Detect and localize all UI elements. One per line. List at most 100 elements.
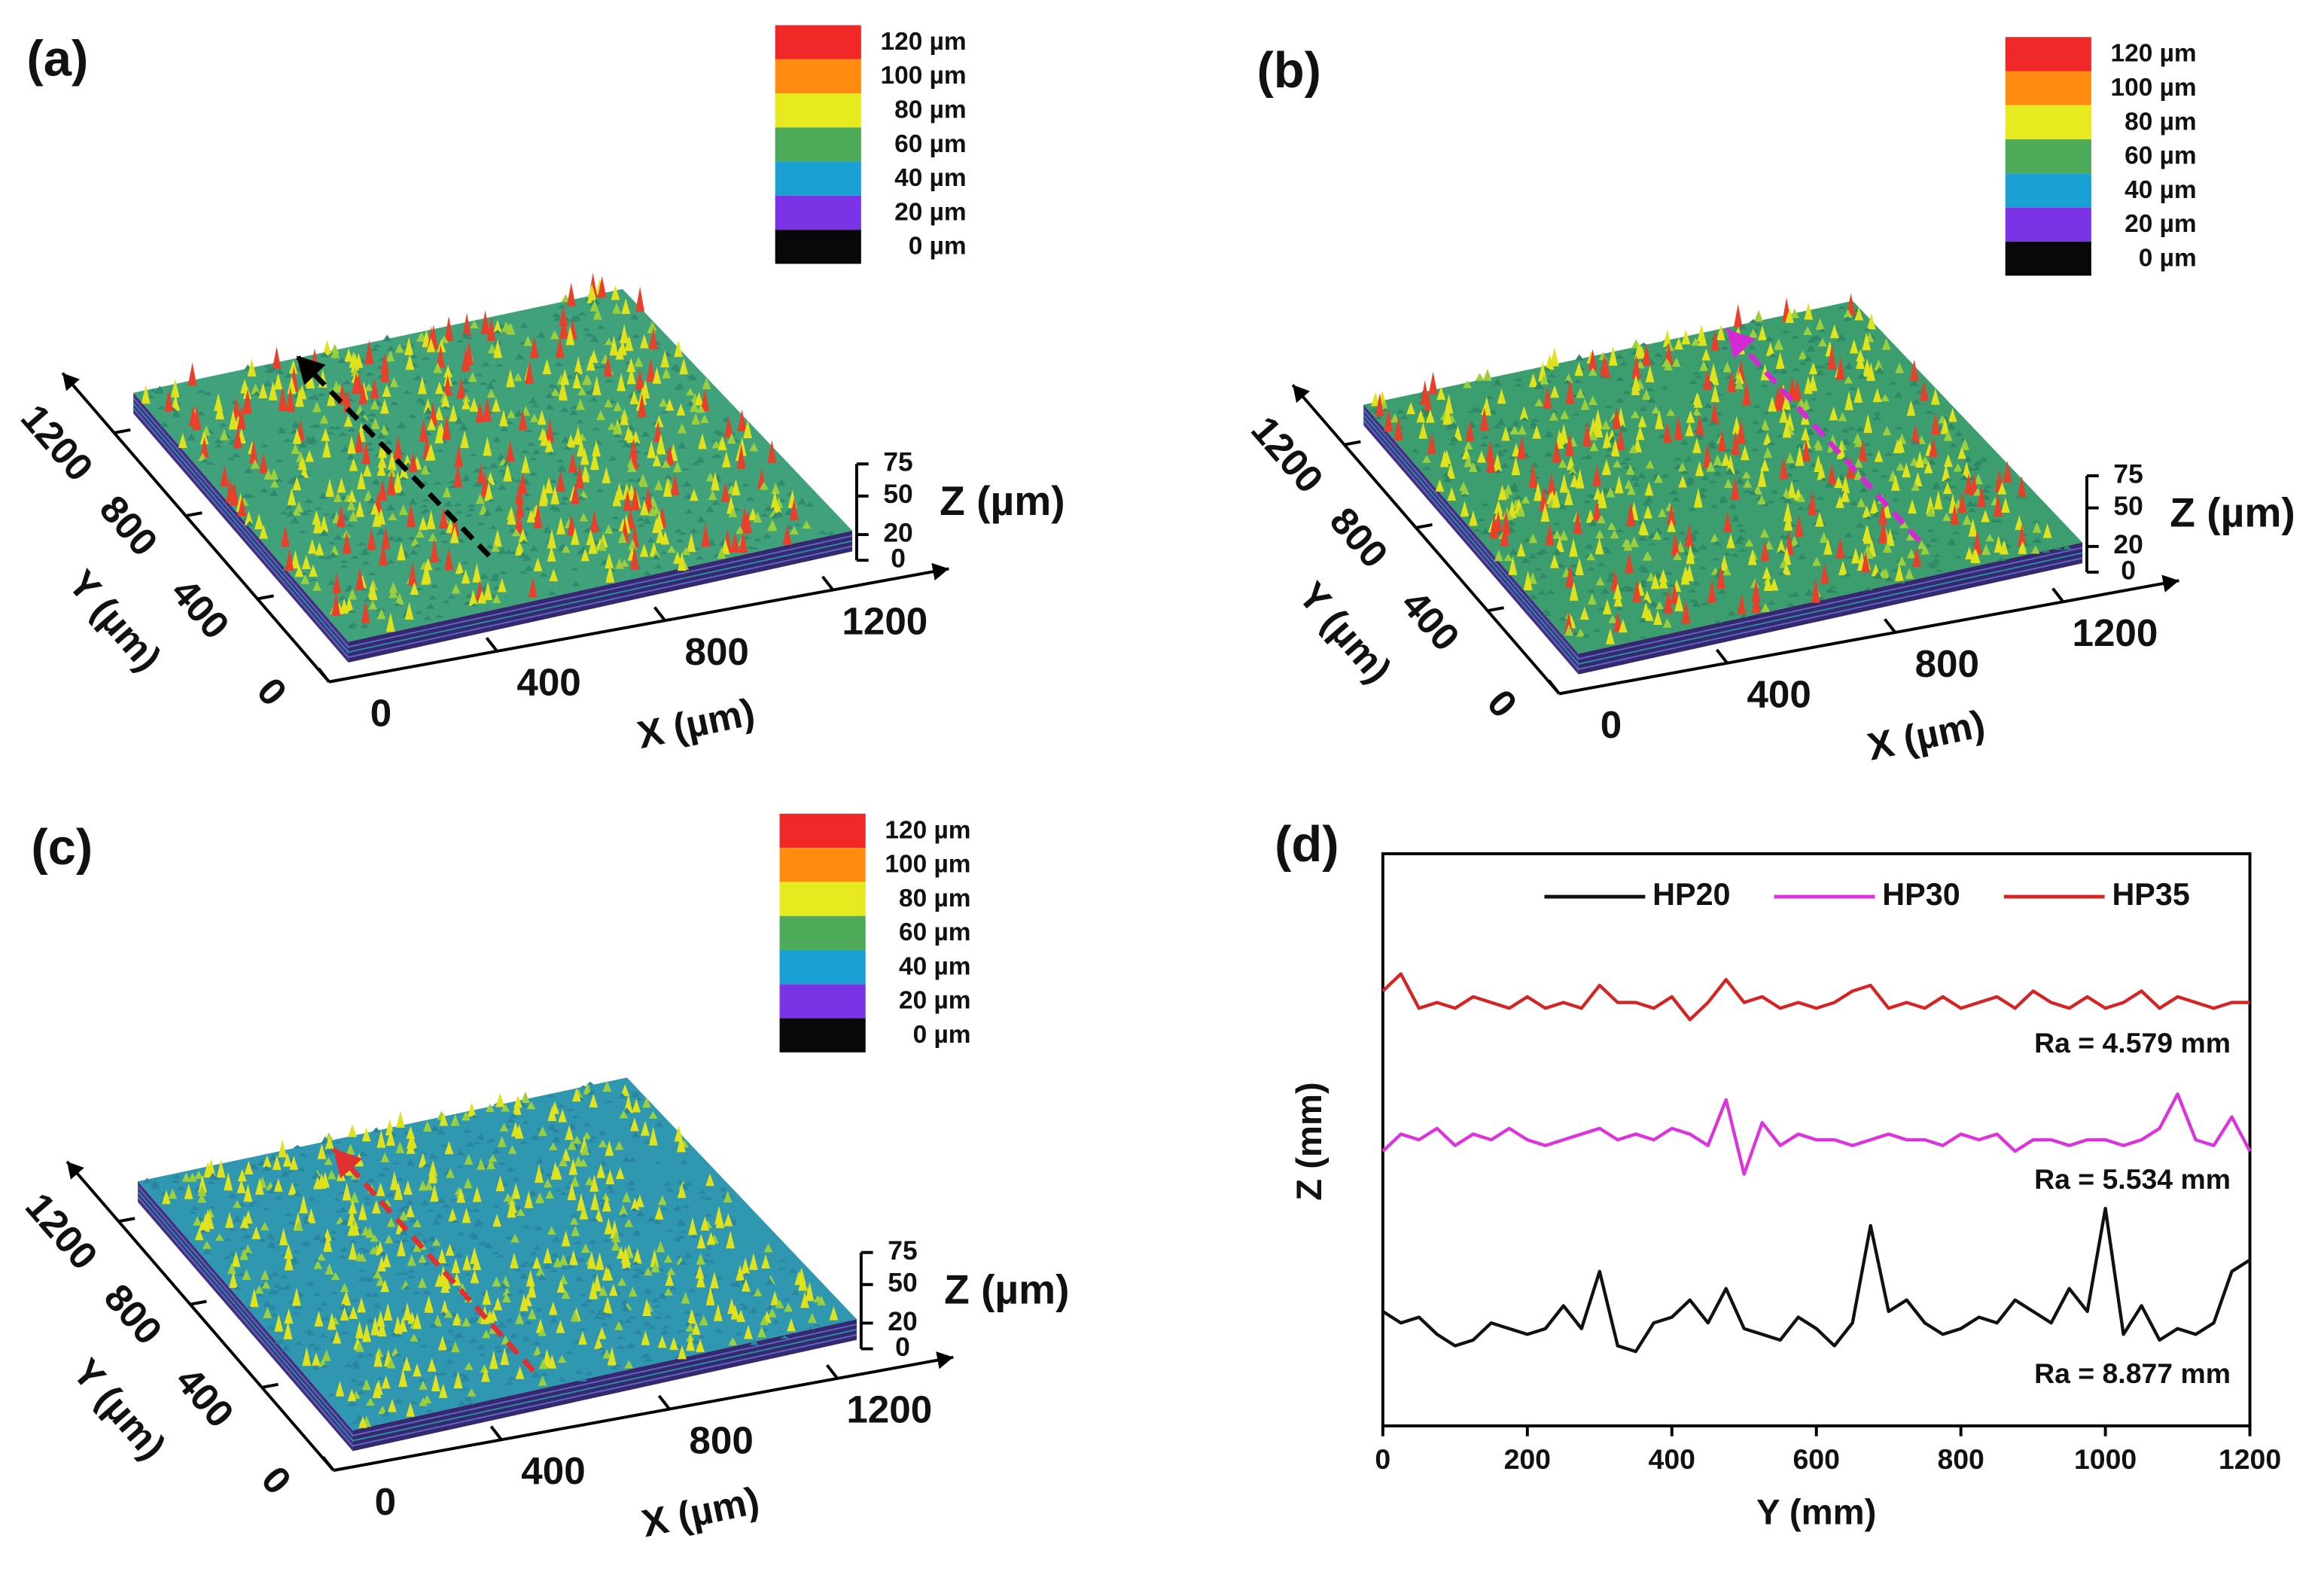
surface-peak <box>349 1305 358 1319</box>
z-tick-label: 0 <box>2121 555 2136 585</box>
surface-peak <box>461 377 471 385</box>
surface-peak <box>462 1129 472 1133</box>
surface-peak <box>1614 475 1624 494</box>
surface-peak <box>789 498 799 521</box>
surface-peak <box>294 565 304 577</box>
surface-peak <box>1718 497 1728 503</box>
y-axis <box>61 372 330 683</box>
surface-peak <box>550 431 560 435</box>
surface-peak <box>1528 462 1538 488</box>
surface-peak <box>1890 568 1900 572</box>
surface-peak <box>627 478 636 482</box>
surface-peak <box>534 1308 544 1311</box>
surface-peak <box>361 1196 371 1200</box>
surface-peak <box>278 386 288 411</box>
surface-peak <box>635 286 645 312</box>
surface-peak <box>273 372 283 390</box>
surface-peak <box>1435 479 1445 492</box>
surface-peak <box>321 1349 331 1361</box>
surface-peak <box>609 335 619 356</box>
surface-peak <box>1769 577 1779 591</box>
surface-peak <box>1574 354 1584 361</box>
surface-peak <box>486 1139 495 1143</box>
surface-peak <box>532 1345 542 1356</box>
surface-peak <box>361 1127 371 1142</box>
surface-peak <box>247 358 257 377</box>
surface-peak <box>1983 484 1993 488</box>
surface-peak <box>607 422 617 430</box>
surface-peak <box>219 428 229 440</box>
surface-peak <box>1638 535 1648 541</box>
surface-peak <box>1862 443 1872 446</box>
z-axis-label: Z (µm) <box>2170 489 2295 536</box>
surface-peak <box>222 1255 232 1260</box>
colorbar-segment <box>2005 139 2091 174</box>
surface-peak <box>489 462 498 468</box>
surface-peak <box>422 1289 431 1295</box>
surface-peak <box>592 307 602 320</box>
surface-peak <box>270 1312 279 1318</box>
surface-peak <box>287 376 297 395</box>
surface-peak <box>514 1205 523 1210</box>
surface-peak <box>1897 556 1907 566</box>
surface-peak <box>580 1302 589 1307</box>
surface-peak <box>1667 503 1677 526</box>
surface-peak <box>358 1150 368 1156</box>
surface-peak <box>393 1398 403 1404</box>
surface-peak <box>559 1254 568 1266</box>
surface-peak <box>1728 502 1738 509</box>
x-tick-label: 1200 <box>2219 1443 2281 1475</box>
surface-peak <box>647 1216 656 1222</box>
surface-peak <box>660 350 670 368</box>
surface-peak <box>242 1233 252 1238</box>
surface-peak <box>1954 555 1963 559</box>
surface-peak <box>435 1214 445 1219</box>
surface-peak <box>407 1254 416 1266</box>
surface-peak <box>589 1217 599 1222</box>
surface-peak <box>1653 527 1663 535</box>
surface-peak <box>470 603 480 607</box>
surface-peak <box>200 458 210 463</box>
x-tick <box>653 606 666 622</box>
surface-peak <box>486 388 496 398</box>
surface-peak <box>1844 391 1853 410</box>
surface-peak <box>543 1247 553 1263</box>
surface-peak <box>570 1309 580 1322</box>
surface-peak <box>524 1190 534 1208</box>
surface-peak <box>266 1232 276 1239</box>
surface-peak <box>705 505 714 513</box>
surface-peak <box>216 1159 226 1178</box>
surface-peak <box>446 1168 455 1178</box>
surface-peak <box>660 1329 669 1335</box>
surface-peak <box>737 409 747 431</box>
surface-peak <box>626 358 636 373</box>
surface-peak <box>1865 452 1875 456</box>
surface-peak <box>1604 404 1614 408</box>
surface-peak <box>560 495 570 500</box>
surface-peak <box>1926 506 1936 517</box>
surface-peak <box>423 558 433 571</box>
surface-peak <box>629 390 639 404</box>
surface-peak <box>1966 500 1975 507</box>
x-tick-label: 800 <box>689 1418 753 1461</box>
surface-peak <box>366 447 375 452</box>
surface-peak <box>1603 549 1613 553</box>
surface-peak <box>569 1217 579 1225</box>
surface-peak <box>279 1274 289 1278</box>
surface-peak <box>243 1184 253 1202</box>
surface-peak <box>1994 535 2003 553</box>
surface-peak <box>558 1109 568 1123</box>
surface-peak <box>1854 435 1864 447</box>
surface-peak <box>464 1396 474 1401</box>
surface-peak <box>689 528 699 534</box>
surface-peak <box>424 1296 434 1313</box>
surface-peak <box>798 1272 808 1291</box>
surface-peak <box>177 1186 186 1190</box>
surface-peak <box>1469 510 1478 526</box>
surface-peak <box>573 425 583 445</box>
surface-peak <box>168 1188 178 1199</box>
surface-peak <box>663 1254 673 1263</box>
surface-peak <box>312 1352 321 1366</box>
surface-peak <box>455 510 464 514</box>
surface-peak <box>730 532 740 553</box>
